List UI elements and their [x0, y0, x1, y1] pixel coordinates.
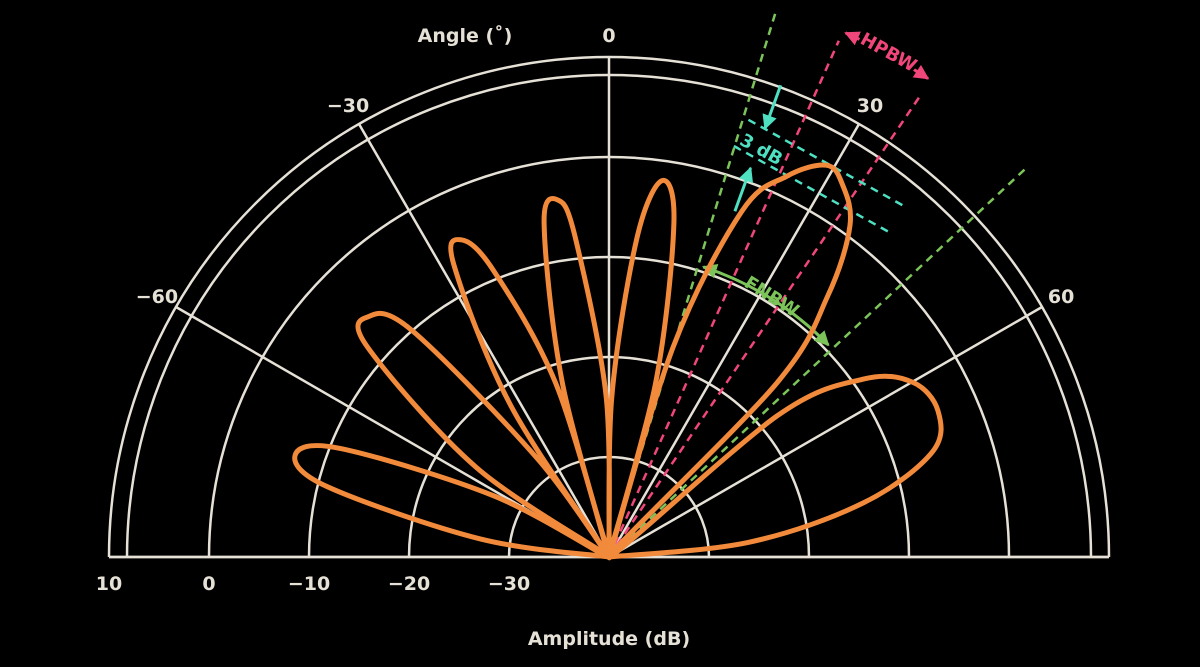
angle-tick-label: 60 [1048, 286, 1074, 308]
pattern-layer [292, 162, 944, 561]
tick-labels: 10 0 −10 −20 −30 −60 −30 0 30 60 [96, 25, 1075, 595]
fnbw-boundary-line [608, 167, 1027, 558]
three-db-level-line [733, 144, 892, 235]
amplitude-tick-label: −20 [388, 573, 430, 595]
angle-tick-label: 30 [857, 95, 883, 117]
amplitude-tick-label: 10 [96, 573, 122, 595]
hpbw-label: HPBW [857, 29, 921, 77]
amplitude-tick-label: 0 [202, 573, 215, 595]
hpbw-arrow [844, 31, 930, 80]
amplitude-tick-label: −10 [288, 573, 330, 595]
angle-radial-line [607, 123, 861, 558]
angle-axis-label: Angle (˚) [418, 24, 513, 47]
three-db-arrow [762, 84, 783, 130]
amplitude-axis-label: Amplitude (dB) [528, 628, 690, 650]
hpbw-boundary-line [607, 96, 921, 558]
angle-radial-line [608, 305, 1043, 559]
angle-tick-label: −60 [136, 286, 178, 308]
angle-tick-label: 0 [602, 25, 615, 47]
angle-tick-label: −30 [327, 95, 369, 117]
radiation-pattern-line [292, 162, 944, 561]
three-db-arrow [733, 166, 754, 212]
hpbw-boundary-line [607, 40, 840, 558]
fnbw-arrow [701, 263, 830, 347]
amplitude-tick-label: −30 [488, 573, 530, 595]
fnbw-boundary-line [607, 11, 777, 558]
angle-radial-line [357, 123, 611, 558]
